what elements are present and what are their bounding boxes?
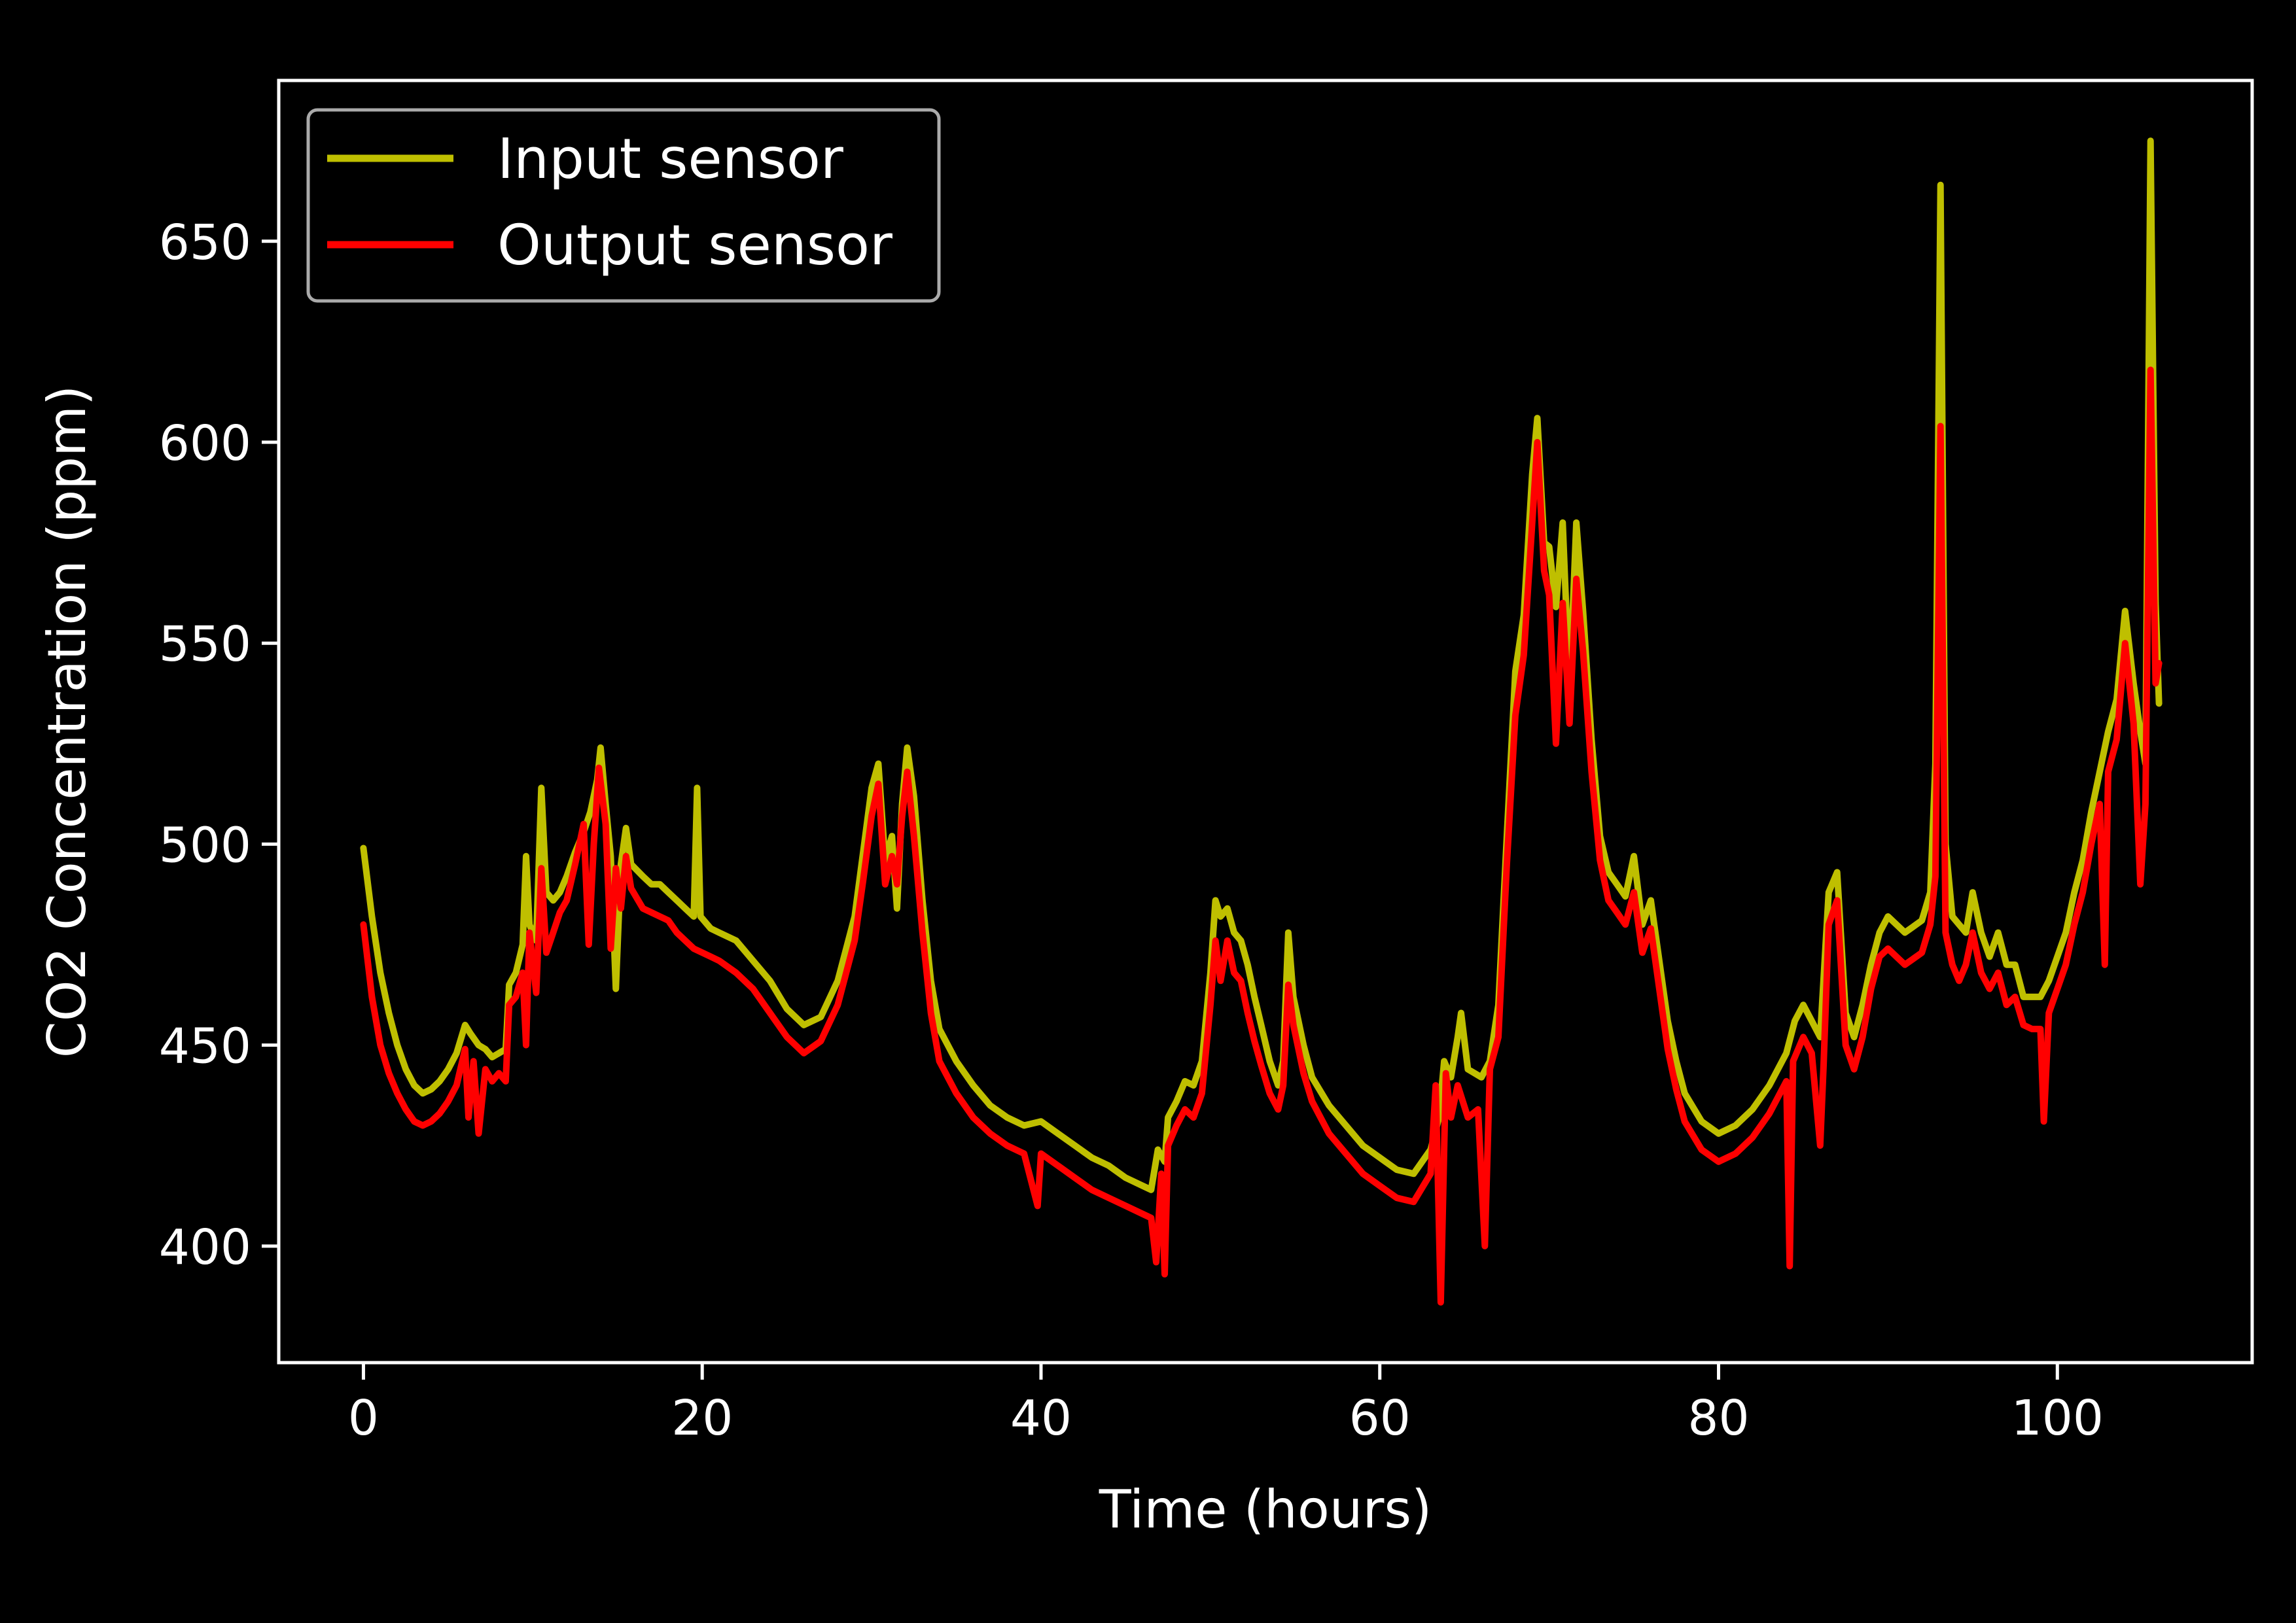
- x-tick-label: 0: [348, 1390, 379, 1446]
- y-tick-label: 500: [159, 817, 251, 873]
- x-tick-label: 60: [1349, 1390, 1411, 1446]
- series-line-output-sensor: [360, 366, 2163, 1306]
- x-axis-label: Time (hours): [1099, 1479, 1432, 1540]
- y-tick-label: 650: [159, 215, 251, 271]
- y-axis-label: CO2 Concentration (ppm): [37, 385, 97, 1058]
- x-tick-label: 80: [1687, 1390, 1749, 1446]
- x-tick-label: 20: [671, 1390, 733, 1446]
- legend-label-output-sensor: Output sensor: [497, 213, 892, 278]
- y-tick-label: 450: [159, 1019, 251, 1075]
- y-tick-label: 400: [159, 1219, 251, 1276]
- y-tick-label: 550: [159, 616, 251, 672]
- legend: Input sensor Output sensor: [306, 108, 941, 303]
- legend-label-input-sensor: Input sensor: [497, 127, 843, 192]
- series-layer: [360, 137, 2163, 1306]
- x-axis: 0 20 40 60 80 100: [348, 1363, 2104, 1446]
- y-axis: 400 450 500 550 600 650: [159, 215, 279, 1276]
- x-tick-label: 40: [1010, 1390, 1072, 1446]
- y-tick-label: 600: [159, 415, 251, 472]
- plot-frame: [277, 79, 2254, 1365]
- legend-box: [306, 108, 941, 303]
- x-tick-label: 100: [2011, 1390, 2104, 1446]
